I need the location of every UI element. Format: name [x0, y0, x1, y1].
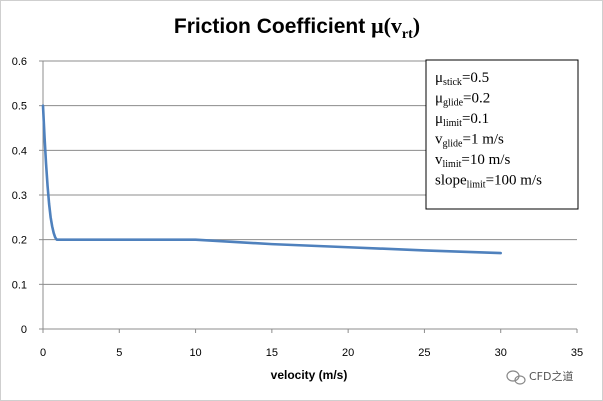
x-tick-label: 10	[189, 347, 201, 359]
series	[41, 104, 503, 255]
legend-entry-value: =0.2	[463, 91, 490, 107]
legend-entry-value: =1 m/s	[463, 132, 505, 148]
legend-entry-value: =10 m/s	[461, 152, 510, 168]
legend-entry: μlimit=0.1	[435, 111, 489, 129]
chart-title-close: )	[413, 13, 420, 38]
legend-box	[425, 59, 579, 210]
legend-entry-sub: glide	[443, 139, 464, 150]
x-axis-title: velocity (m/s)	[271, 368, 348, 382]
chart-title-var: v	[391, 13, 402, 38]
legend-entry: μglide=0.2	[435, 91, 490, 109]
legend-entry-sub: stick	[443, 77, 462, 88]
legend-entry-base: slope	[435, 173, 467, 189]
x-tick-label: 5	[116, 347, 122, 359]
wechat-icon	[506, 370, 526, 385]
x-tick-label: 20	[342, 347, 354, 359]
tick-labels: 0 0.1 0.2 0.3 0.4 0.5 0.6 0 5 10 15 20 25 30 35	[12, 56, 583, 359]
legend-entry-value: =0.5	[462, 70, 489, 86]
chart-title-sub: rt	[402, 27, 413, 42]
legend-entry-sub: limit	[443, 118, 462, 129]
chart-title-open: (	[384, 13, 391, 38]
y-tick-label: 0.4	[12, 145, 27, 157]
series-line	[41, 104, 503, 255]
x-tick-label: 35	[571, 347, 583, 359]
chart-title-prefix: Friction Coefficient	[174, 15, 371, 38]
watermark: CFD之道	[506, 369, 573, 385]
legend-entry-sub: limit	[443, 159, 462, 170]
legend-entry-base: μ	[435, 70, 443, 86]
y-tick-label: 0.1	[12, 279, 27, 291]
legend-entry-value: =0.1	[462, 111, 489, 127]
legend-entry-sub: glide	[443, 98, 464, 109]
y-tick-label: 0.3	[12, 190, 27, 202]
y-tick-label: 0.5	[12, 101, 27, 113]
y-tick-label: 0	[21, 324, 27, 336]
legend-entry-sub: limit	[467, 180, 486, 191]
legend-entry: slopelimit=100 m/s	[435, 173, 542, 191]
chart-title: Friction Coefficient μ(vrt)	[174, 13, 420, 42]
legend-entry: μstick=0.5	[435, 70, 489, 88]
legend-entry-value: =100 m/s	[486, 173, 543, 189]
x-tick-label: 25	[418, 347, 430, 359]
y-tick-label: 0.2	[12, 235, 27, 247]
legend-entry: vglide=1 m/s	[435, 132, 504, 150]
x-tick-label: 0	[40, 347, 46, 359]
y-tick-label: 0.6	[12, 56, 27, 68]
legend-entry-base: v	[435, 152, 443, 168]
watermark-text: CFD之道	[529, 369, 573, 383]
legend-entry-base: μ	[435, 91, 443, 107]
chart-title-mu: μ	[371, 13, 384, 38]
legend-entry: vlimit=10 m/s	[435, 152, 510, 170]
x-tick-label: 30	[495, 347, 507, 359]
x-tick-label: 15	[266, 347, 278, 359]
legend-entry-base: v	[435, 132, 443, 148]
legend-entry-base: μ	[435, 111, 443, 127]
